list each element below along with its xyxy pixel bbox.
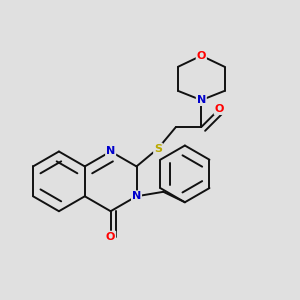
Text: O: O: [214, 104, 224, 114]
Text: O: O: [196, 51, 206, 61]
Text: N: N: [197, 95, 206, 105]
Text: N: N: [106, 146, 115, 157]
Text: O: O: [106, 232, 115, 242]
Text: N: N: [132, 191, 141, 201]
Text: S: S: [154, 143, 162, 154]
